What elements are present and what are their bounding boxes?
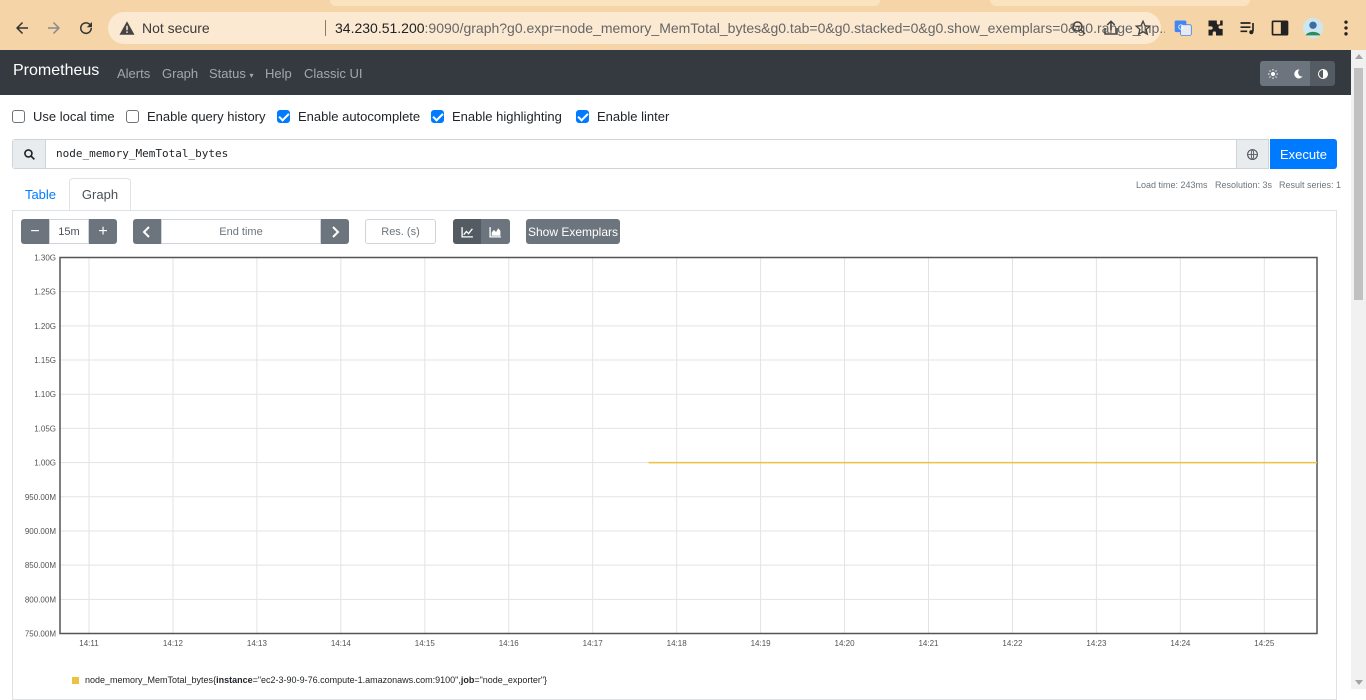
checkbox-label: Use local time xyxy=(33,108,115,124)
profile-avatar-icon[interactable] xyxy=(1302,17,1324,39)
linter-checkbox[interactable]: Enable linter xyxy=(576,108,669,124)
expression-input[interactable]: node_memory_MemTotal_bytes xyxy=(12,139,1269,169)
legend-brace-open: { xyxy=(213,675,217,685)
result-series-stat: Result series: 1 xyxy=(1279,180,1342,190)
nav-link-status[interactable]: Status ▾ xyxy=(209,66,254,81)
chevron-left-icon xyxy=(142,225,150,238)
legend-label-instance-key: instance xyxy=(216,675,253,685)
divider xyxy=(325,20,326,36)
stacked-chart-icon[interactable] xyxy=(481,219,510,244)
bookmark-star-icon[interactable] xyxy=(1134,19,1152,37)
nav-link-graph[interactable]: Graph xyxy=(162,66,199,81)
zoom-icon[interactable] xyxy=(1070,19,1088,37)
load-time: Load time: 243ms xyxy=(1136,180,1208,190)
use-local-time-checkbox[interactable]: Use local time xyxy=(12,108,115,124)
not-secure-label[interactable]: Not secure xyxy=(142,20,210,36)
graph-panel xyxy=(12,210,1337,700)
browser-theme-icon[interactable] xyxy=(1310,61,1335,86)
resolution-stat: Resolution: 3s xyxy=(1215,180,1273,190)
legend-label-job-key: job xyxy=(460,675,475,685)
theme-switcher xyxy=(1260,61,1335,86)
dark-theme-icon[interactable] xyxy=(1285,61,1310,86)
autocomplete-checkbox[interactable]: Enable autocomplete xyxy=(277,108,420,124)
url-text[interactable]: 34.230.51.200:9090/graph?g0.expr=node_me… xyxy=(335,20,1165,36)
metrics-explorer-globe-icon[interactable] xyxy=(1236,140,1268,168)
app-navbar: Prometheus Alerts Graph Status ▾ Help Cl… xyxy=(0,50,1351,95)
extensions-puzzle-icon[interactable] xyxy=(1206,18,1226,38)
query-history-checkbox[interactable]: Enable query history xyxy=(126,108,266,124)
resolution-input[interactable]: Res. (s) xyxy=(365,219,436,244)
browser-tab[interactable] xyxy=(330,0,880,6)
status-label: Status xyxy=(209,66,246,81)
checkbox-box[interactable] xyxy=(126,109,139,123)
share-icon[interactable] xyxy=(1102,19,1120,37)
later-button[interactable] xyxy=(321,219,349,244)
decrease-range-button[interactable]: − xyxy=(21,219,49,244)
back-icon[interactable] xyxy=(8,14,36,42)
increase-range-button[interactable]: + xyxy=(89,219,117,244)
kebab-menu-icon[interactable] xyxy=(1336,18,1356,38)
expression-text[interactable]: node_memory_MemTotal_bytes xyxy=(56,147,229,160)
nav-link-classic-ui[interactable]: Classic UI xyxy=(304,66,363,81)
caret-down-icon: ▾ xyxy=(249,71,254,80)
tab-table[interactable]: Table xyxy=(24,187,57,202)
forward-icon[interactable] xyxy=(40,14,68,42)
light-theme-icon[interactable] xyxy=(1260,61,1285,86)
legend-metric: node_memory_MemTotal_bytes xyxy=(85,675,214,685)
show-exemplars-button[interactable]: Show Exemplars xyxy=(526,219,620,244)
media-queue-icon[interactable] xyxy=(1238,18,1258,38)
side-panel-icon[interactable] xyxy=(1270,18,1290,38)
warning-icon[interactable] xyxy=(118,19,136,37)
brand-logo[interactable]: Prometheus xyxy=(13,62,100,79)
reload-icon[interactable] xyxy=(72,14,100,42)
checkbox-label: Enable highlighting xyxy=(452,108,562,124)
legend-label-job-value: ="node_exporter" xyxy=(474,675,545,685)
range-input[interactable]: 15m xyxy=(49,219,89,244)
legend-brace-close: } xyxy=(544,675,548,685)
tab-graph[interactable]: Graph xyxy=(69,178,131,211)
address-bar[interactable]: Not secure 34.230.51.200:9090/graph?g0.e… xyxy=(108,12,1165,44)
chevron-right-icon xyxy=(332,225,340,238)
page-scrollbar[interactable] xyxy=(1351,50,1366,689)
end-time-input[interactable]: End time xyxy=(161,219,321,244)
legend-item[interactable]: node_memory_MemTotal_bytes{instance ="ec2… xyxy=(72,675,547,685)
highlighting-checkbox[interactable]: Enable highlighting xyxy=(431,108,562,124)
earlier-button[interactable] xyxy=(133,219,161,244)
legend-label-instance-value: ="ec2-3-90-9-76.compute-1.amazonaws.com:… xyxy=(252,675,461,685)
nav-link-alerts[interactable]: Alerts xyxy=(117,66,151,81)
execute-button[interactable]: Execute xyxy=(1270,139,1337,169)
browser-toolbar: Not secure 34.230.51.200:9090/graph?g0.e… xyxy=(0,0,1366,56)
search-icon xyxy=(13,140,46,168)
checkbox-box[interactable] xyxy=(277,109,290,123)
url-path: :9090/graph?g0.expr=node_memory_MemTotal… xyxy=(424,20,1165,36)
checkbox-label: Enable linter xyxy=(597,108,670,124)
checkbox-box[interactable] xyxy=(576,109,589,123)
checkbox-label: Enable query history xyxy=(147,108,266,124)
checkbox-box[interactable] xyxy=(12,109,25,123)
nav-link-help[interactable]: Help xyxy=(265,66,292,81)
browser-tab-strip xyxy=(0,0,1366,6)
browser-tab[interactable] xyxy=(990,0,1250,6)
scroll-up-arrow-icon[interactable] xyxy=(1355,54,1363,59)
url-host: 34.230.51.200 xyxy=(335,20,425,36)
checkbox-box[interactable] xyxy=(431,109,444,123)
translate-extension-icon[interactable]: G xyxy=(1173,18,1193,38)
checkbox-label: Enable autocomplete xyxy=(298,108,421,124)
svg-text:G: G xyxy=(1178,23,1184,32)
unstacked-chart-icon[interactable] xyxy=(453,219,481,244)
scroll-down-arrow-icon[interactable] xyxy=(1355,680,1363,685)
legend-swatch xyxy=(72,676,79,684)
scroll-thumb[interactable] xyxy=(1354,68,1363,300)
